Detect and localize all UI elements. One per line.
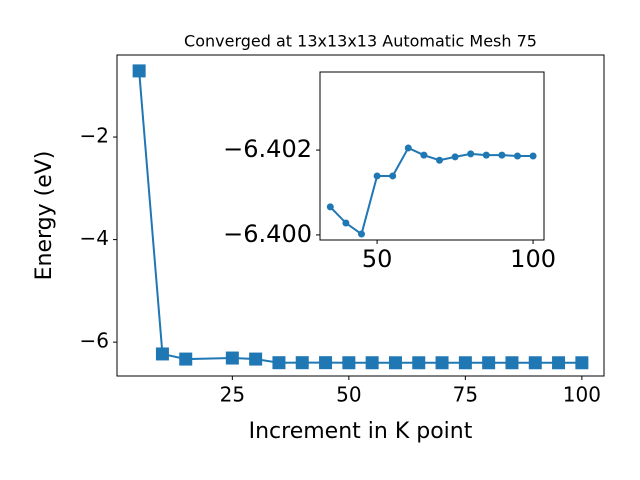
y-tick-label: −6.400 — [223, 220, 312, 248]
marker — [513, 152, 521, 160]
marker — [528, 356, 542, 370]
marker — [505, 356, 519, 370]
marker — [357, 230, 365, 238]
marker — [467, 150, 475, 158]
marker — [451, 153, 459, 161]
y-tick-label: −6 — [80, 329, 109, 353]
marker — [342, 219, 350, 227]
x-tick-label: 25 — [220, 383, 245, 407]
y-tick-label: −6.402 — [223, 135, 312, 163]
marker — [389, 172, 397, 180]
x-tick-label: 100 — [510, 245, 556, 273]
marker — [529, 152, 537, 160]
x-tick-label: 50 — [362, 245, 393, 273]
x-tick-label: 100 — [563, 383, 601, 407]
marker — [412, 356, 426, 370]
y-tick-label: −4 — [80, 226, 109, 250]
marker — [342, 356, 356, 370]
marker — [575, 356, 589, 370]
marker — [458, 356, 472, 370]
marker — [179, 352, 193, 366]
marker — [552, 356, 566, 370]
marker — [272, 356, 286, 370]
y-tick-label: −2 — [80, 124, 109, 148]
marker — [365, 356, 379, 370]
marker — [435, 156, 443, 164]
y-axis-label: Energy (eV) — [32, 151, 57, 281]
marker — [249, 352, 263, 366]
marker — [482, 151, 490, 159]
marker — [420, 151, 428, 159]
marker — [404, 144, 412, 152]
marker — [388, 356, 402, 370]
x-tick-label: 50 — [336, 383, 361, 407]
marker — [132, 64, 146, 78]
marker — [498, 151, 506, 159]
x-axis-label: Increment in K point — [249, 419, 473, 444]
marker — [225, 351, 239, 365]
marker — [326, 203, 334, 211]
x-tick-label: 75 — [453, 383, 478, 407]
marker — [295, 356, 309, 370]
marker — [482, 356, 496, 370]
marker — [155, 347, 169, 361]
marker — [373, 172, 381, 180]
chart-title: Converged at 13x13x13 Automatic Mesh 75 — [184, 32, 537, 51]
marker — [435, 356, 449, 370]
marker — [319, 356, 333, 370]
